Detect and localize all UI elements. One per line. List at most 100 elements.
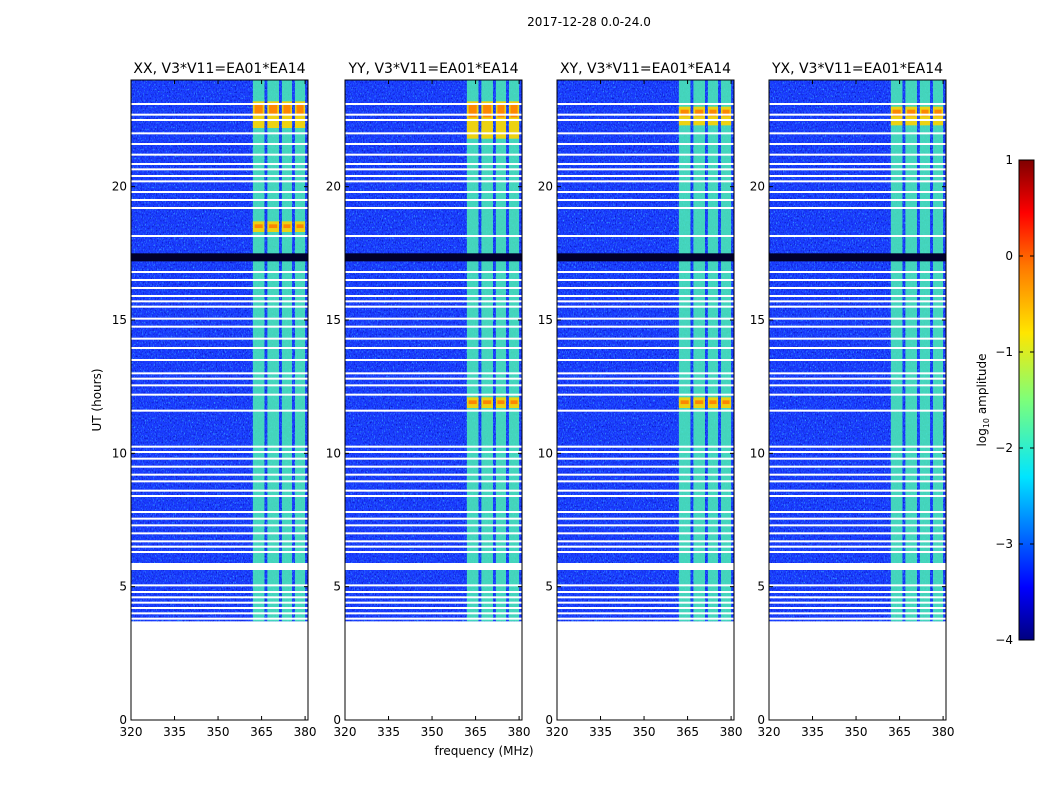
colorbar-tick-label: −2	[995, 441, 1013, 455]
flag-row	[345, 337, 522, 340]
flag-row	[345, 143, 522, 145]
flag-row	[131, 601, 308, 604]
flag-row	[557, 465, 734, 468]
flag-row	[345, 511, 522, 513]
flag-row	[345, 287, 522, 289]
flag-row	[345, 325, 522, 328]
flag-row	[345, 451, 522, 453]
hot-band-core	[892, 109, 901, 117]
y-tick-label: 20	[112, 180, 127, 194]
flag-row	[131, 153, 308, 156]
flag-row	[345, 271, 522, 273]
flag-row	[769, 191, 946, 193]
y-tick-label: 15	[112, 313, 127, 327]
panel-title: XY, V3*V11=EA01*EA14	[560, 61, 731, 77]
flag-row	[769, 337, 946, 340]
flag-row	[345, 207, 522, 209]
y-tick-label: 0	[757, 713, 765, 727]
rfi-channel-texture	[267, 80, 279, 622]
hot-band-core	[483, 104, 492, 118]
x-tick-label: 380	[932, 725, 955, 739]
flag-row	[131, 279, 308, 281]
flag-row	[345, 584, 522, 587]
flag-row	[131, 113, 308, 116]
hot-band-core	[709, 400, 717, 405]
flag-row	[557, 532, 734, 535]
flag-row	[345, 524, 522, 527]
flag-row-wide	[131, 565, 308, 570]
flag-row	[345, 119, 522, 121]
x-tick-label: 365	[464, 725, 487, 739]
flag-row	[557, 168, 734, 171]
flag-row	[345, 168, 522, 171]
flag-row	[345, 517, 522, 520]
flag-row	[557, 551, 734, 553]
flag-row	[769, 279, 946, 281]
flag-row	[557, 584, 734, 587]
flag-row	[557, 279, 734, 281]
flag-row	[345, 279, 522, 281]
flag-row	[131, 163, 308, 165]
flag-row	[769, 545, 946, 548]
flag-row	[345, 563, 522, 565]
hot-band-core	[254, 224, 263, 229]
flag-row	[345, 317, 522, 320]
flag-row	[345, 532, 522, 535]
flag-row	[345, 545, 522, 548]
flag-row	[557, 163, 734, 165]
hot-band-core	[497, 104, 505, 118]
flag-row	[769, 511, 946, 513]
rfi-channel-texture	[294, 80, 306, 622]
flag-row	[557, 393, 734, 396]
flag-row	[557, 384, 734, 387]
hot-band-core	[921, 109, 929, 117]
flag-row	[769, 465, 946, 468]
flag-row	[131, 271, 308, 273]
flag-row	[769, 132, 946, 135]
x-tick-label: 335	[377, 725, 400, 739]
flag-row	[769, 540, 946, 543]
flag-row	[131, 591, 308, 593]
flag-row	[345, 163, 522, 165]
flag-row	[131, 612, 308, 615]
flag-row	[769, 591, 946, 593]
y-tick-label: 10	[750, 446, 765, 460]
flag-row	[345, 295, 522, 297]
flag-row	[769, 473, 946, 476]
flag-row	[131, 517, 308, 520]
flag-row	[769, 175, 946, 177]
flag-row	[345, 480, 522, 483]
x-axis-label: frequency (MHz)	[434, 744, 533, 758]
hot-band-core	[283, 104, 291, 114]
flag-row	[345, 495, 522, 497]
dark-band	[557, 253, 734, 262]
flag-row	[769, 377, 946, 380]
flag-row	[769, 103, 946, 105]
flag-row-wide	[557, 565, 734, 570]
flag-row	[557, 300, 734, 303]
rfi-channel-texture	[720, 80, 732, 622]
flag-row	[557, 143, 734, 145]
flag-row	[769, 163, 946, 165]
hot-band-core	[907, 109, 916, 117]
y-tick-label: 0	[545, 713, 553, 727]
flag-row	[769, 317, 946, 320]
flag-row	[557, 545, 734, 548]
flag-row	[557, 175, 734, 177]
y-tick-label: 5	[757, 580, 765, 594]
flag-row	[345, 551, 522, 553]
x-tick-label: 335	[589, 725, 612, 739]
panel-title: YY, V3*V11=EA01*EA14	[347, 61, 518, 77]
panel-2: XY, V3*V11=EA01*EA14 320 335 350 365 380 0 5 10 1…	[538, 61, 743, 739]
flag-row	[769, 295, 946, 297]
flag-row	[769, 347, 946, 349]
flag-row	[131, 103, 308, 105]
flag-row	[131, 540, 308, 543]
flag-row	[557, 480, 734, 483]
flag-row	[131, 317, 308, 320]
flag-row	[769, 180, 946, 183]
flag-row	[769, 612, 946, 615]
flag-row	[131, 359, 308, 361]
panel-3: YX, V3*V11=EA01*EA14 320 335 350 365 380 0 5 10 1…	[750, 61, 955, 739]
flag-row	[131, 545, 308, 548]
